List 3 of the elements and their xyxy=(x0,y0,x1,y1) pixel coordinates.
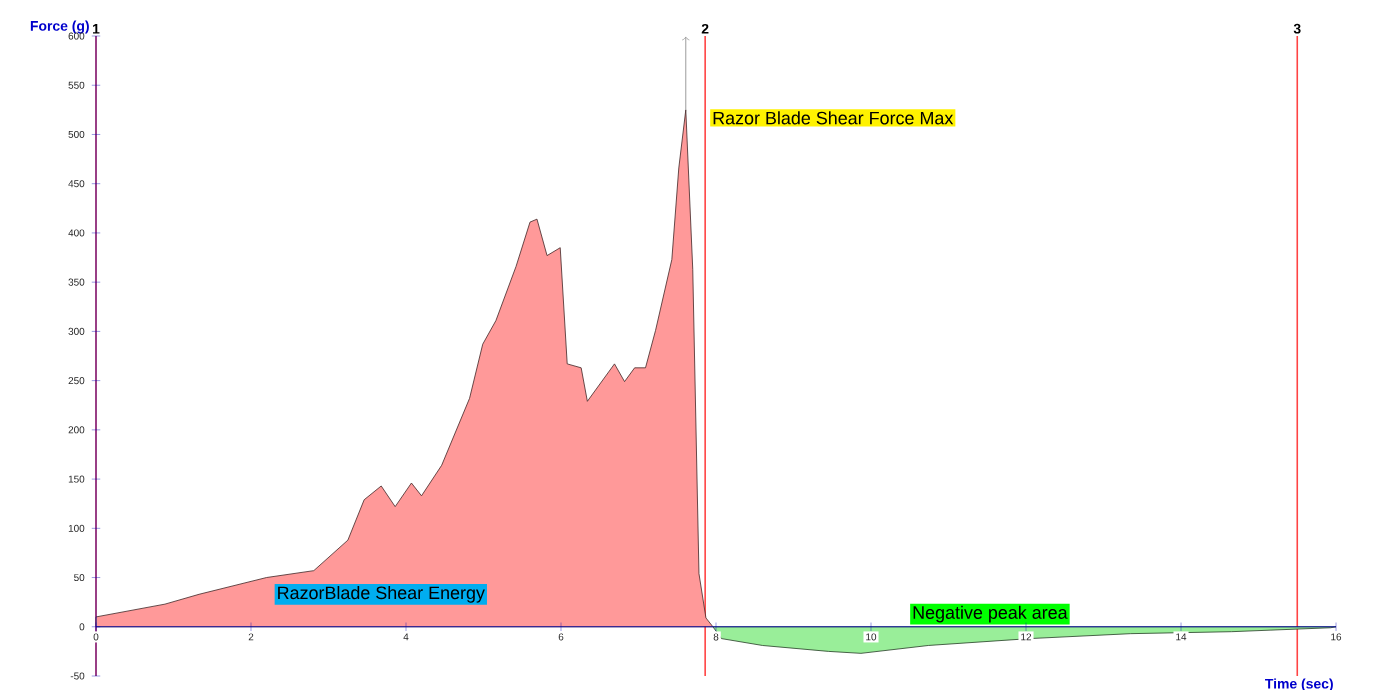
annotation: Negative peak area xyxy=(913,605,1068,623)
annotation: Razor Blade Shear Force Max xyxy=(713,111,954,125)
annotation: RazorBlade Shear Energy xyxy=(278,586,485,603)
